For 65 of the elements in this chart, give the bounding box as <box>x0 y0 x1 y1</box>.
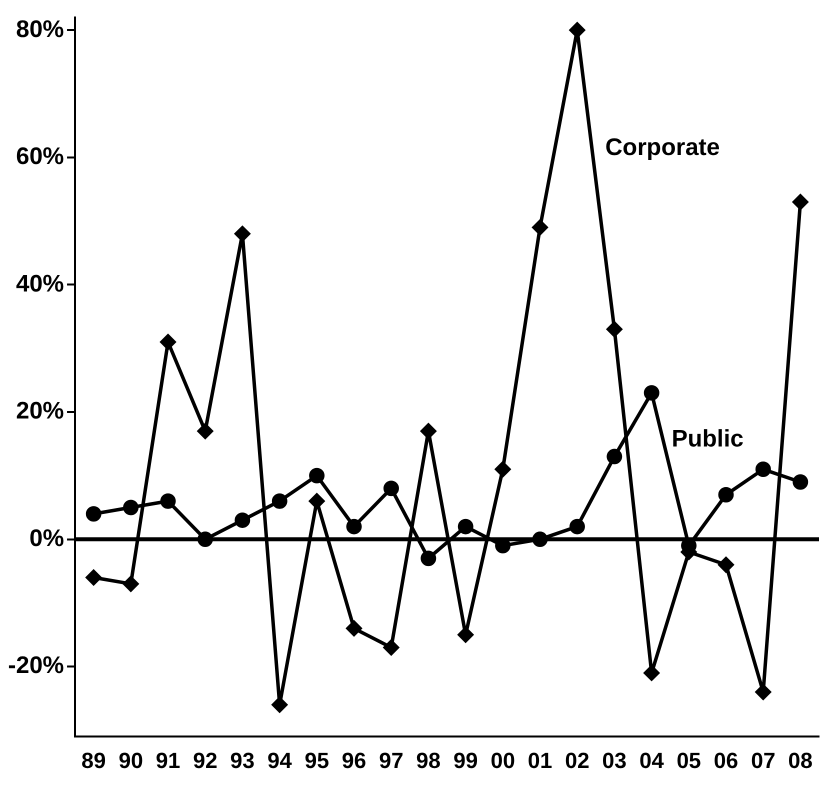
point <box>792 474 808 490</box>
x-tick-label: 02 <box>564 748 590 773</box>
point <box>160 493 176 509</box>
x-tick-label: 08 <box>788 748 813 773</box>
point <box>160 334 176 350</box>
point <box>272 493 288 509</box>
y-tick-label: 80% <box>16 16 64 43</box>
x-tick-label: 94 <box>267 748 293 773</box>
point <box>532 220 548 236</box>
point <box>272 697 288 713</box>
point <box>86 570 102 586</box>
point <box>495 462 511 478</box>
x-tick-label: 91 <box>156 748 180 773</box>
y-tick-label: 0% <box>29 524 64 552</box>
x-tick-label: 89 <box>81 748 106 773</box>
x-tick-label: 07 <box>750 748 776 773</box>
x-tick-label: 04 <box>639 748 665 773</box>
x-tick-label: 03 <box>602 748 627 773</box>
point <box>792 194 808 210</box>
point <box>197 423 213 439</box>
point <box>755 462 771 478</box>
series-label: Public <box>672 426 744 453</box>
point <box>234 512 250 528</box>
x-tick-label: 01 <box>528 748 552 773</box>
point <box>718 486 734 502</box>
point <box>123 500 139 516</box>
point <box>86 506 102 522</box>
point <box>420 550 436 566</box>
point <box>346 620 362 636</box>
x-tick-label: 92 <box>192 748 218 773</box>
x-tick-label: 99 <box>453 748 478 773</box>
point <box>606 322 622 338</box>
point <box>532 532 548 548</box>
x-tick-label: 97 <box>378 748 404 773</box>
point <box>644 385 660 401</box>
x-tick-label: 05 <box>676 748 702 773</box>
point <box>644 665 660 681</box>
point <box>458 518 474 534</box>
point <box>309 468 325 484</box>
point <box>234 226 250 242</box>
x-tick-label: 06 <box>714 748 738 773</box>
point <box>569 22 585 38</box>
point <box>569 518 585 534</box>
y-tick-label: 20% <box>16 398 64 425</box>
point <box>718 557 734 573</box>
x-tick-label: 00 <box>490 748 516 773</box>
point <box>346 518 362 534</box>
y-tick-label: -20% <box>8 652 64 680</box>
x-tick-label: 96 <box>342 748 366 773</box>
point <box>197 532 213 548</box>
x-tick-label: 98 <box>416 748 441 773</box>
point <box>383 480 399 496</box>
point <box>383 640 399 656</box>
point <box>309 493 325 509</box>
point <box>123 576 139 592</box>
point <box>420 423 436 439</box>
x-tick-label: 93 <box>230 748 255 773</box>
point <box>458 627 474 643</box>
y-tick-label: 60% <box>16 143 64 170</box>
point <box>755 684 771 700</box>
y-tick-label: 40% <box>16 270 64 298</box>
point <box>606 448 622 464</box>
x-tick-label: 95 <box>304 748 330 773</box>
x-tick-label: 90 <box>118 748 144 773</box>
series-label: Corporate <box>605 134 720 161</box>
